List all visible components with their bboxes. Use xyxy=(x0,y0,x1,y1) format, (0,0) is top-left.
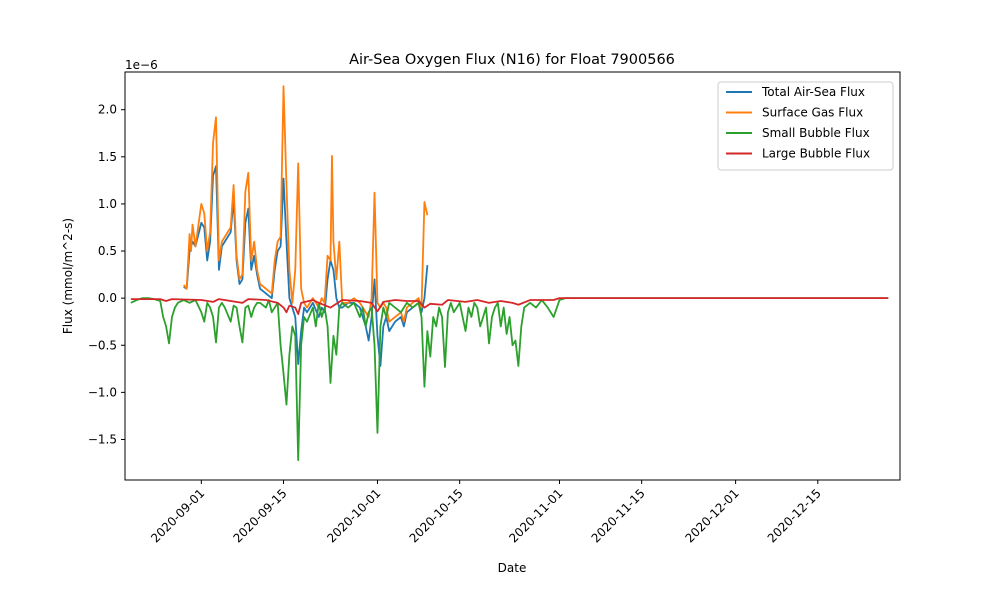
y-tick-label: 1.0 xyxy=(98,197,117,211)
x-tick-label: 2020-10-15 xyxy=(407,486,466,545)
legend: Total Air-Sea Flux Surface Gas Flux Small … xyxy=(717,81,894,171)
series-line-4 xyxy=(130,297,889,316)
legend-label: Large Bubble Flux xyxy=(762,147,870,161)
legend-box xyxy=(717,81,894,171)
legend-label: Surface Gas Flux xyxy=(762,106,863,120)
x-tick-label: 2020-09-01 xyxy=(148,486,207,545)
series-line-1 xyxy=(183,165,429,367)
x-tick-label: 2020-12-15 xyxy=(765,486,824,545)
x-axis-label: Date xyxy=(498,561,527,575)
series-layer xyxy=(130,85,889,462)
x-tick-label: 2020-09-15 xyxy=(230,486,289,545)
y-tick-label: 1.5 xyxy=(98,150,117,164)
chart-title: Air-Sea Oxygen Flux (N16) for Float 7900… xyxy=(349,52,675,68)
y-axis-label: Flux (mmol/m^2-s) xyxy=(61,218,75,334)
plot-frame xyxy=(124,71,901,481)
y-tick-label: 0.5 xyxy=(98,244,117,258)
legend-label: Total Air-Sea Flux xyxy=(761,85,865,99)
series-line-2 xyxy=(183,85,429,323)
y-tick-label: 0.0 xyxy=(98,291,117,305)
series-line-3 xyxy=(130,297,889,462)
x-tick-label: 2020-11-01 xyxy=(506,486,565,545)
legend-label: Small Bubble Flux xyxy=(762,126,870,140)
y-tick-label: 2.0 xyxy=(98,103,117,117)
y-tick-label: −0.5 xyxy=(88,338,117,352)
plot-area xyxy=(130,85,889,462)
y-offset-label: 1e−6 xyxy=(125,58,158,72)
x-tick-label: 2020-10-01 xyxy=(324,486,383,545)
x-axis: 2020-09-01 2020-09-15 2020-10-01 2020-10-15… xyxy=(148,480,824,545)
y-tick-label: −1.5 xyxy=(88,432,117,446)
x-tick-label: 2020-11-15 xyxy=(589,486,648,545)
x-tick-label: 2020-12-01 xyxy=(683,486,742,545)
y-tick-label: −1.0 xyxy=(88,385,117,399)
y-axis: −1.5 −1.0 −0.5 0.0 0.5 1.0 1.5 2.0 xyxy=(88,103,125,446)
